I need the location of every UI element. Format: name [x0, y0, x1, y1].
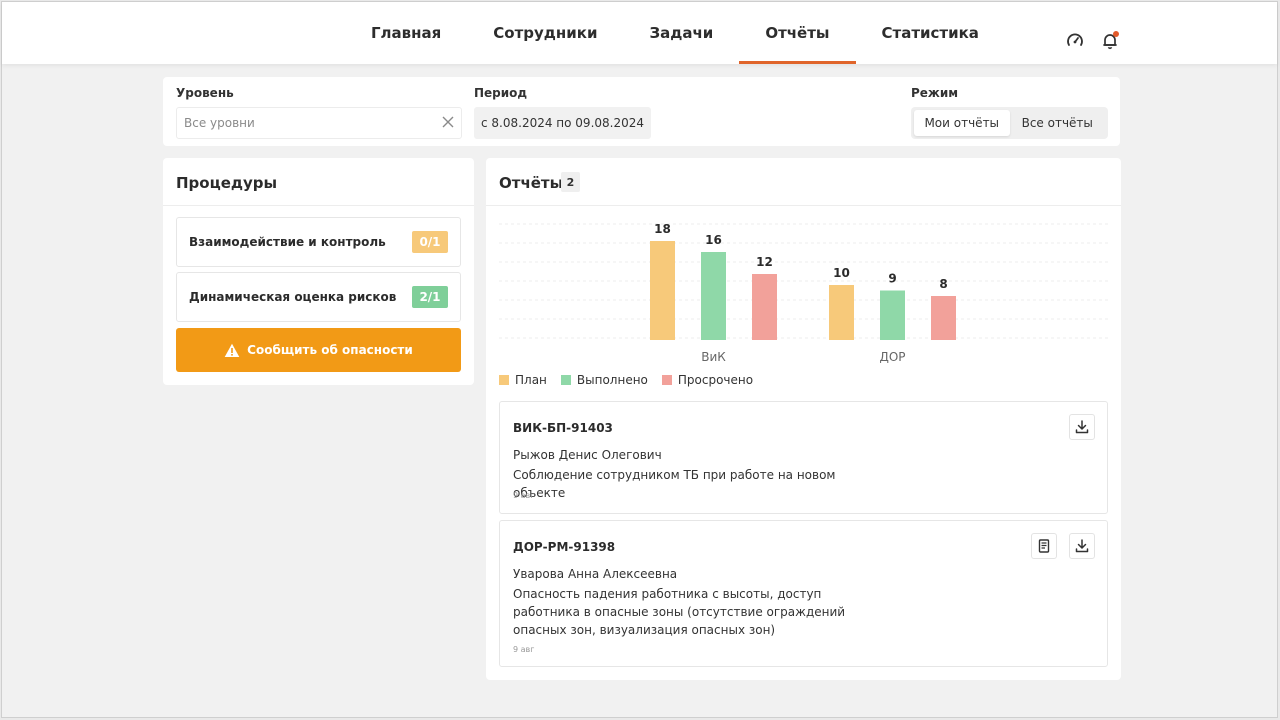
reports-bar-chart: 18 16 12 ВиК 10 9 8 ДОР: [499, 222, 1108, 364]
report-description: Опасность падения работника с высоты, до…: [513, 587, 846, 637]
nav-item-employees[interactable]: Сотрудники: [493, 24, 598, 42]
divider: [486, 205, 1121, 206]
level-placeholder: Все уровни: [184, 116, 255, 130]
chart-bar: [829, 285, 854, 340]
chart-data-label: 16: [705, 233, 722, 247]
chart-data-label: 8: [939, 277, 947, 291]
divider: [163, 205, 474, 206]
procedures-title: Процедуры: [176, 174, 278, 192]
bell-icon[interactable]: [1101, 31, 1119, 50]
legend-item: План: [499, 373, 547, 387]
report-description: Соблюдение сотрудником ТБ при работе на …: [513, 468, 836, 500]
report-author: Рыжов Денис Олегович: [513, 448, 662, 462]
legend-label: План: [515, 373, 547, 387]
legend-label: Просрочено: [677, 373, 754, 387]
legend-item: Просрочено: [661, 373, 754, 387]
procedures-panel: Процедуры Взаимодействие и контроль 0/1 …: [163, 158, 474, 385]
legend-item: Выполнено: [560, 373, 648, 387]
procedure-item[interactable]: Динамическая оценка рисков 2/1: [176, 272, 461, 322]
report-author: Уварова Анна Алексеевна: [513, 567, 678, 581]
procedure-badge: 2/1: [412, 286, 448, 308]
mode-switch: Мои отчёты Все отчёты: [911, 107, 1108, 139]
report-card[interactable]: ДОР-РМ-91398 Уварова Анна Алексеевна Опа…: [499, 520, 1108, 667]
reports-panel: Отчёты 2 18 16 12 ВиК 10 9 8 ДОР План Выполнено…: [486, 158, 1121, 680]
procedure-item[interactable]: Взаимодействие и контроль 0/1: [176, 217, 461, 267]
warning-icon: [224, 343, 240, 357]
legend-swatch: [499, 375, 509, 385]
chart-bar: [931, 296, 956, 340]
chart-data-label: 18: [654, 222, 671, 236]
reports-count-badge: 2: [561, 172, 580, 192]
legend-swatch: [560, 375, 571, 385]
procedure-label: Взаимодействие и контроль: [189, 235, 386, 249]
legend-swatch: [661, 375, 672, 385]
chart-bar: [650, 241, 675, 340]
mode-my-reports[interactable]: Мои отчёты: [914, 110, 1010, 136]
clear-icon[interactable]: [442, 116, 454, 131]
period-value: с 8.08.2024 по 09.08.2024: [481, 116, 645, 130]
chart-category-label: ДОР: [879, 350, 905, 364]
download-icon[interactable]: [1069, 533, 1095, 559]
reports-title: Отчёты: [499, 174, 564, 192]
procedure-label: Динамическая оценка рисков: [189, 290, 397, 304]
filters-panel: Уровень Все уровни Период с 8.08.2024 по…: [163, 77, 1120, 146]
chart-data-label: 9: [888, 272, 896, 286]
procedure-badge: 0/1: [412, 231, 448, 253]
level-select[interactable]: Все уровни: [176, 107, 462, 139]
mode-all-reports[interactable]: Все отчёты: [1021, 116, 1093, 130]
chart-legend: План Выполнено Просрочено: [499, 373, 767, 387]
main-nav: Главная Сотрудники Задачи Отчёты Статист…: [345, 2, 1005, 64]
report-code: ДОР-РМ-91398: [513, 540, 616, 554]
chart-data-label: 10: [833, 266, 850, 280]
chart-category-label: ВиК: [701, 350, 726, 364]
mode-label: Режим: [911, 86, 959, 100]
nav-item-reports[interactable]: Отчёты: [739, 2, 856, 64]
report-date: 9 авг: [513, 645, 535, 654]
download-icon[interactable]: [1069, 414, 1095, 440]
top-navbar: Главная Сотрудники Задачи Отчёты Статист…: [2, 2, 1277, 64]
period-picker[interactable]: с 8.08.2024 по 09.08.2024: [474, 107, 652, 139]
notification-dot: [1113, 31, 1119, 37]
report-hazard-button[interactable]: Сообщить об опасности: [176, 328, 461, 372]
report-hazard-label: Сообщить об опасности: [247, 343, 413, 357]
chart-bar: [752, 274, 777, 340]
report-card[interactable]: ВИК-БП-91403 Рыжов Денис Олегович Соблюд…: [499, 401, 1108, 514]
level-label: Уровень: [176, 86, 234, 100]
chart-bar: [701, 252, 726, 340]
nav-item-tasks[interactable]: Задачи: [649, 24, 714, 42]
report-date: 9 авг: [513, 491, 535, 500]
chart-bar: [880, 290, 905, 340]
document-icon[interactable]: [1031, 533, 1057, 559]
nav-item-home[interactable]: Главная: [371, 24, 442, 42]
nav-item-statistics[interactable]: Статистика: [881, 24, 979, 42]
legend-label: Выполнено: [576, 373, 648, 387]
period-label: Период: [474, 86, 528, 100]
chart-data-label: 12: [756, 255, 773, 269]
gauge-icon[interactable]: [1066, 32, 1084, 50]
report-code: ВИК-БП-91403: [513, 421, 613, 435]
